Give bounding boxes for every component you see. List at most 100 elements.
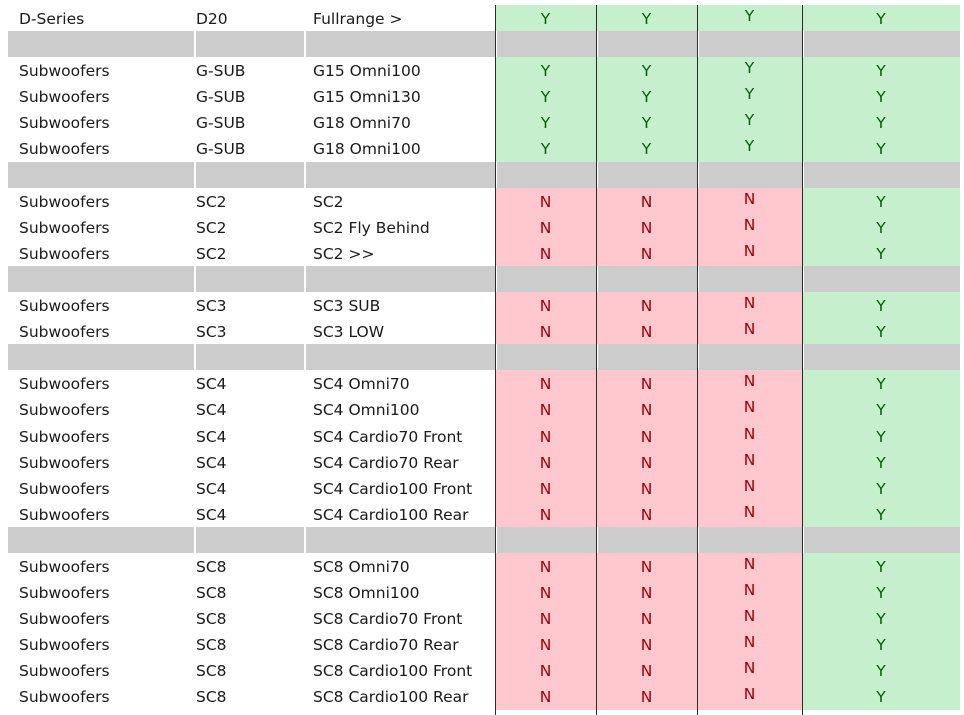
separator-divider (802, 161, 804, 188)
category-cell: Subwoofers (19, 375, 110, 394)
category-cell: Subwoofers (19, 192, 110, 211)
series-cell: SC4 (196, 427, 227, 446)
compat-cell-3: N (697, 683, 802, 710)
category-cell: Subwoofers (19, 427, 110, 446)
compat-cell-3: N (697, 187, 802, 214)
separator-divider (596, 344, 598, 371)
compat-cell-3: N (697, 396, 802, 423)
series-cell: SC2 (196, 244, 227, 263)
compat-cell-1: N (495, 448, 596, 475)
category-cell: Subwoofers (19, 401, 110, 420)
compat-cell-2: Y (596, 109, 697, 136)
model-cell: SC2 >> (313, 244, 375, 263)
series-cell: SC2 (196, 192, 227, 211)
compat-cell-3: N (697, 552, 802, 580)
model-cell: SC8 Cardio100 Rear (313, 688, 469, 707)
column-divider (596, 5, 597, 715)
separator-divider (194, 265, 196, 293)
compat-cell-1: Y (495, 109, 596, 136)
table-row: D-Series D20 Fullrange > Y Y Y Y (8, 5, 960, 32)
compat-cell-2: Y (596, 135, 697, 162)
series-cell: G-SUB (196, 62, 246, 81)
category-cell: Subwoofers (19, 244, 110, 263)
model-cell: G18 Omni70 (313, 114, 411, 133)
compat-cell-2: Y (596, 5, 697, 32)
compat-cell-1: Y (495, 57, 596, 84)
compat-cell-3: Y (697, 135, 802, 162)
model-cell: SC8 Cardio100 Front (313, 662, 473, 681)
separator-divider (495, 161, 497, 188)
compat-cell-3: N (697, 213, 802, 240)
compat-cell-2: N (596, 239, 697, 266)
separator-divider (596, 265, 598, 293)
table-row: Subwoofers SC4 SC4 Omni70 N N N Y (8, 370, 960, 397)
table-row: Subwoofers SC8 SC8 Cardio100 Front N N N Y (8, 657, 960, 684)
model-cell: SC2 (313, 192, 344, 211)
compat-cell-4: Y (802, 370, 960, 397)
table-row: Subwoofers SC4 SC4 Cardio100 Rear N N N Y (8, 500, 960, 527)
separator-divider (596, 161, 598, 188)
series-cell: SC8 (196, 610, 227, 629)
separator-divider (194, 31, 196, 58)
compatibility-table: D-Series D20 Fullrange > Y Y Y Y Subwoofers G-SU… (8, 5, 960, 715)
series-cell: G-SUB (196, 140, 246, 159)
column-divider (495, 5, 496, 715)
table-row: Subwoofers G-SUB G15 Omni130 Y Y Y Y (8, 83, 960, 110)
series-cell: SC8 (196, 662, 227, 681)
compat-cell-4: Y (802, 631, 960, 658)
series-cell: SC8 (196, 688, 227, 707)
column-divider (697, 5, 698, 715)
separator-divider (495, 31, 497, 58)
compat-cell-1: N (495, 474, 596, 501)
compat-cell-3: N (697, 448, 802, 475)
compat-cell-1: N (495, 396, 596, 423)
model-cell: SC4 Cardio100 Front (313, 479, 473, 498)
group-separator-row (8, 526, 960, 553)
compat-cell-1: Y (495, 5, 596, 32)
compat-cell-4: Y (802, 500, 960, 527)
compat-cell-3: N (697, 292, 802, 319)
separator-divider (697, 31, 699, 58)
compat-cell-1: N (495, 422, 596, 449)
table-row: Subwoofers SC8 SC8 Omni70 N N N Y (8, 552, 960, 580)
compat-cell-2: N (596, 683, 697, 710)
table-row: Subwoofers SC2 SC2 Fly Behind N N N Y (8, 213, 960, 240)
compat-cell-4: Y (802, 239, 960, 266)
compat-cell-1: N (495, 370, 596, 397)
series-cell: SC8 (196, 636, 227, 655)
table-row: Subwoofers SC4 SC4 Omni100 N N N Y (8, 396, 960, 423)
series-cell: SC4 (196, 401, 227, 420)
compat-cell-2: N (596, 292, 697, 319)
series-cell: D20 (196, 10, 228, 28)
compat-cell-1: N (495, 239, 596, 266)
series-cell: G-SUB (196, 114, 246, 133)
separator-divider (304, 526, 306, 553)
model-cell: SC8 Omni100 (313, 584, 420, 603)
model-cell: SC4 Omni70 (313, 375, 410, 394)
series-cell: SC8 (196, 557, 227, 576)
compat-cell-2: N (596, 448, 697, 475)
category-cell: Subwoofers (19, 62, 110, 81)
compat-cell-4: Y (802, 657, 960, 684)
model-cell: SC8 Cardio70 Front (313, 610, 463, 629)
table-row: Subwoofers SC8 SC8 Cardio70 Rear N N N Y (8, 631, 960, 658)
separator-divider (697, 265, 699, 293)
category-cell: Subwoofers (19, 505, 110, 524)
compat-cell-3: Y (697, 57, 802, 84)
category-cell: Subwoofers (19, 610, 110, 629)
group-separator-row (8, 161, 960, 188)
model-cell: SC2 Fly Behind (313, 218, 430, 237)
compat-cell-3: N (697, 318, 802, 345)
separator-divider (194, 526, 196, 553)
table-row: Subwoofers SC3 SC3 LOW N N N Y (8, 318, 960, 345)
compat-cell-3: N (697, 579, 802, 606)
compat-cell-2: N (596, 579, 697, 606)
compat-cell-4: Y (802, 552, 960, 580)
category-cell: Subwoofers (19, 323, 110, 342)
table-body: D-Series D20 Fullrange > Y Y Y Y Subwoofers G-SU… (8, 5, 960, 710)
compat-cell-4: Y (802, 605, 960, 632)
separator-divider (304, 31, 306, 58)
category-cell: Subwoofers (19, 218, 110, 237)
compat-cell-3: Y (697, 5, 802, 32)
separator-divider (495, 344, 497, 371)
